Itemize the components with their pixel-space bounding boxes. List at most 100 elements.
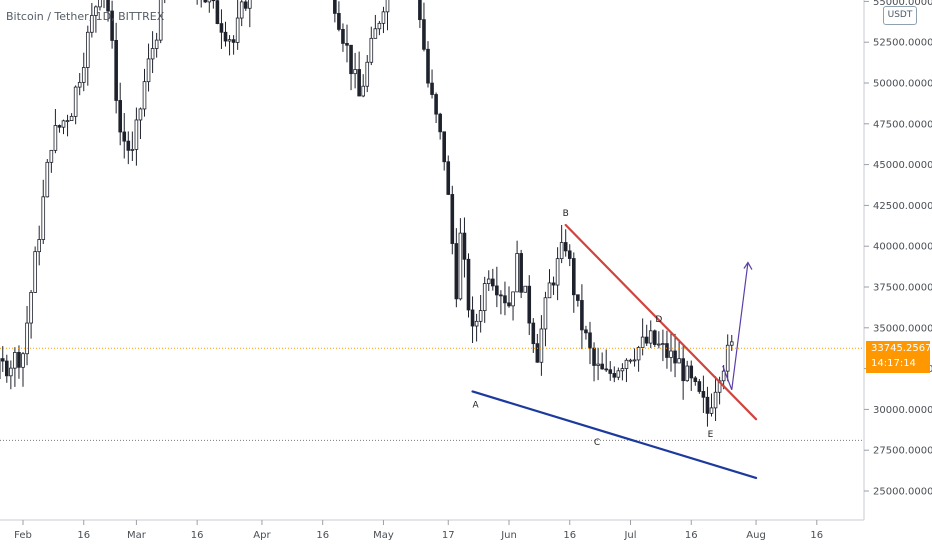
candle <box>45 159 50 198</box>
candle <box>53 108 58 154</box>
candle <box>138 107 143 140</box>
candle-body <box>588 332 592 349</box>
candle-body <box>219 23 224 33</box>
candle <box>527 275 532 336</box>
candle <box>146 43 151 92</box>
candle-body <box>592 347 596 366</box>
candle-body <box>227 39 232 42</box>
candle-body <box>215 0 220 24</box>
candle <box>600 352 604 370</box>
candle <box>495 266 499 308</box>
candle-body <box>600 363 604 370</box>
candle <box>122 113 127 159</box>
candle <box>207 0 212 13</box>
candle-body <box>65 120 70 123</box>
candle-body <box>535 343 540 363</box>
candle <box>426 41 430 88</box>
candle-body <box>235 17 240 43</box>
candle-body <box>531 322 536 345</box>
last-price-tag: 33745.25676 14:17:14 <box>866 341 932 373</box>
candle <box>239 0 244 27</box>
price-axis: 25000.0000027500.0000030000.0000032500.0… <box>864 0 932 498</box>
price-tick-label: 52500.00000 <box>873 38 932 49</box>
price-tick-label: 30000.00000 <box>873 405 932 416</box>
candle-body <box>474 320 479 327</box>
candle-body <box>478 310 483 322</box>
candle <box>616 367 621 381</box>
candle-body <box>713 391 718 409</box>
candle-body <box>373 28 378 39</box>
candle <box>90 2 94 38</box>
candle <box>519 249 523 299</box>
candle <box>118 82 123 146</box>
price-tick-label: 25000.00000 <box>873 487 932 498</box>
candle-body <box>470 309 475 327</box>
candle <box>13 347 17 387</box>
time-tick-label: 16 <box>316 530 329 541</box>
candle-body <box>604 368 608 371</box>
candle <box>377 20 382 36</box>
candle-body <box>454 243 459 300</box>
candle <box>381 6 386 34</box>
candle-body <box>653 330 657 345</box>
candle <box>677 339 681 364</box>
candle <box>333 0 337 23</box>
candle <box>65 114 70 137</box>
candle-body <box>21 353 25 368</box>
candle-body <box>693 377 698 382</box>
candle-body <box>150 48 155 60</box>
candle <box>580 284 584 350</box>
candle-body <box>669 350 673 358</box>
candle-body <box>247 0 252 9</box>
candle <box>644 324 649 346</box>
candle-body <box>243 1 248 9</box>
candle <box>341 23 345 52</box>
candle-body <box>543 297 548 330</box>
candle <box>17 345 21 379</box>
candle-body <box>511 291 515 307</box>
candle-body <box>239 1 244 19</box>
price-tick-label: 55000.00000 <box>873 0 932 8</box>
candle <box>657 331 661 349</box>
candle-body <box>559 242 564 260</box>
candle <box>685 360 689 382</box>
candle-body <box>430 82 434 95</box>
candle-body <box>357 69 361 97</box>
candle <box>154 32 159 58</box>
candle <box>9 360 13 390</box>
candle <box>57 124 62 133</box>
projection-arrowhead <box>743 261 753 270</box>
candle <box>697 378 702 394</box>
candle <box>49 149 54 173</box>
candles-layer <box>0 0 734 427</box>
candle <box>73 85 78 125</box>
candle <box>705 386 710 427</box>
candle-body <box>665 343 669 358</box>
candle <box>37 225 41 266</box>
candle-body <box>377 22 382 30</box>
candle <box>29 289 33 339</box>
candle <box>588 321 592 365</box>
candle <box>21 351 25 387</box>
candle-body <box>701 391 706 398</box>
candle <box>243 0 248 11</box>
support-trendline <box>471 390 758 480</box>
candle <box>203 0 208 4</box>
candle-body <box>673 350 677 364</box>
candle-body <box>73 86 78 117</box>
candle-body <box>94 6 98 16</box>
candle-body <box>725 344 730 372</box>
resistance-trendline <box>564 223 758 421</box>
projection-arrow <box>722 262 749 391</box>
time-tick-label: Feb <box>14 530 32 541</box>
candle <box>624 358 629 383</box>
candle-body <box>57 125 62 128</box>
candle <box>114 22 118 114</box>
candle-body <box>620 368 625 372</box>
candle-body <box>495 285 499 296</box>
candle <box>555 247 560 301</box>
candle-body <box>608 369 613 374</box>
candle <box>0 346 5 372</box>
currency-unit-button[interactable]: USDT <box>883 6 917 25</box>
